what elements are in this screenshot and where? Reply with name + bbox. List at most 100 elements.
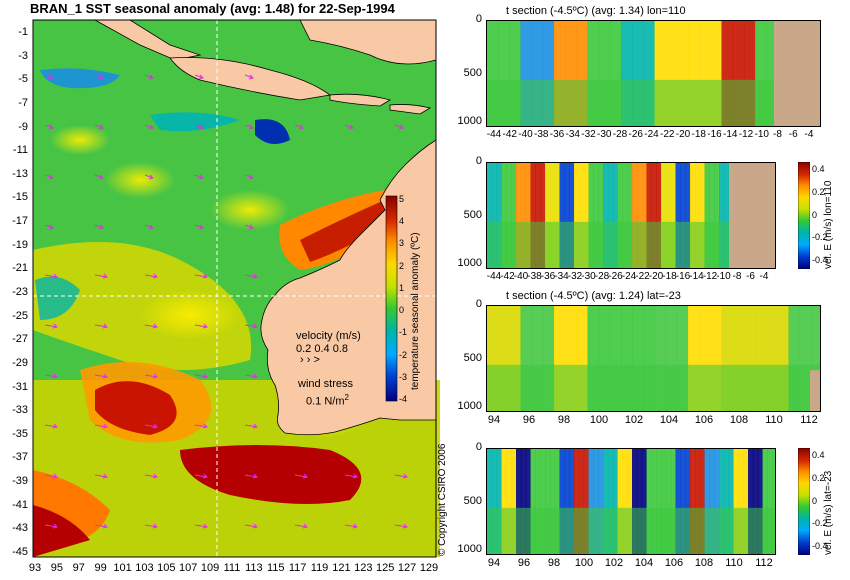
section-cell — [675, 163, 681, 268]
section-x-tick: 106 — [664, 557, 684, 569]
section-x-tick: -14 — [689, 271, 704, 282]
wind-arrow — [194, 373, 208, 379]
wind-arrow — [394, 523, 408, 529]
section-cell — [766, 306, 778, 411]
wind-arrow — [244, 224, 254, 230]
lon-tick-label: 117 — [288, 562, 307, 574]
wind-arrow — [44, 423, 58, 429]
section-cell — [545, 449, 551, 554]
section-cell — [690, 163, 696, 268]
section-cell — [487, 163, 493, 268]
section-cell — [636, 163, 643, 268]
section-x-tick: -18 — [691, 129, 706, 140]
velocity-colorbar-tick: -0.2 — [812, 232, 828, 243]
lon-tick-label: 121 — [332, 562, 351, 574]
lat-tick-label: -31 — [12, 380, 28, 393]
wind-arrow — [194, 323, 208, 329]
section-cell — [530, 163, 536, 268]
section-cell — [588, 163, 594, 268]
section-cell — [699, 306, 711, 411]
wind-arrow — [144, 74, 154, 80]
wind-arrow — [194, 423, 208, 429]
section-cell — [643, 306, 655, 411]
section-x-tick: -38 — [534, 129, 549, 140]
velocity-legend-title: velocity (m/s) — [296, 330, 361, 342]
section-cell — [564, 449, 570, 554]
wind-arrow — [144, 224, 154, 230]
section-cell — [641, 449, 647, 554]
velocity-legend-values: 0.2 0.4 0.8 — [296, 343, 348, 355]
deep-layer — [487, 79, 820, 126]
section-x-tick: -10 — [716, 271, 731, 282]
section-cell — [576, 21, 588, 126]
section-x-tick: 98 — [557, 414, 571, 426]
deep-layer — [487, 364, 820, 411]
wind-arrow — [44, 373, 58, 379]
section-x-tick: -44 — [486, 271, 502, 282]
section-x-tick: -26 — [608, 271, 623, 282]
lat-tick-label: -35 — [12, 427, 28, 440]
section-cell — [622, 449, 628, 554]
wind-legend-title: wind stress — [298, 378, 354, 390]
section-cell — [704, 163, 710, 268]
wind-arrow — [244, 523, 258, 529]
section-cell — [665, 163, 672, 268]
section-cell — [593, 163, 599, 268]
wind-arrow — [394, 124, 404, 130]
lon-tick-label: 123 — [354, 562, 373, 574]
section-cell — [565, 306, 577, 411]
wind-arrow — [94, 323, 108, 329]
lat-tick-label: -9 — [18, 120, 28, 133]
lat-tick-label: -29 — [12, 356, 28, 369]
section-cell — [583, 163, 589, 268]
section-cell — [516, 163, 522, 268]
section-cell — [559, 449, 565, 554]
wind-arrow — [294, 124, 304, 130]
section-cell — [670, 449, 676, 554]
lon-tick-label: 105 — [157, 562, 176, 574]
lon-tick-label: 109 — [200, 562, 220, 574]
section-cell — [772, 449, 775, 554]
section-cell — [646, 449, 652, 554]
lat-tick-label: -3 — [18, 49, 28, 62]
section-cell — [680, 163, 686, 268]
section-cell — [688, 21, 700, 126]
sst-colorbar-tick: 3 — [399, 238, 405, 249]
lon-tick-label: 107 — [179, 562, 198, 574]
lon-tick-label: 113 — [245, 562, 263, 574]
section-cell — [496, 163, 502, 268]
section-cell — [699, 21, 711, 126]
section-x-tick: -18 — [662, 271, 677, 282]
section-cell — [487, 449, 493, 554]
section-cell — [509, 21, 521, 126]
lon-tick-label: 101 — [113, 562, 132, 574]
section-cell — [576, 306, 588, 411]
section-cell — [621, 306, 633, 411]
section-cell — [755, 306, 767, 411]
section-cell — [520, 163, 527, 268]
section-cell — [719, 449, 725, 554]
section-cell — [609, 306, 622, 411]
section-x-tick: -38 — [527, 271, 542, 282]
section-cell — [545, 163, 551, 268]
section-cell — [603, 449, 609, 554]
section-cell — [593, 449, 599, 554]
wind-arrow — [244, 124, 254, 130]
wind-arrow — [44, 273, 58, 279]
section-plot — [486, 448, 776, 555]
section-cell — [788, 306, 801, 411]
section-cell — [665, 449, 672, 554]
section-x-tick: -34 — [554, 271, 569, 282]
section-cell — [506, 449, 512, 554]
sst-colorbar-tick: -4 — [399, 394, 408, 404]
section-cell — [632, 306, 644, 411]
section-cell — [535, 163, 541, 268]
section-x-tick: -22 — [635, 271, 650, 282]
sst-colorbar-tick: -2 — [399, 349, 408, 360]
section-cell — [733, 449, 739, 554]
section-cell — [509, 306, 521, 411]
sst-colorbar-tick: 5 — [399, 194, 405, 204]
section-cell — [685, 449, 691, 554]
lon-tick-label: 93 — [28, 562, 42, 574]
section-cell — [569, 449, 575, 554]
